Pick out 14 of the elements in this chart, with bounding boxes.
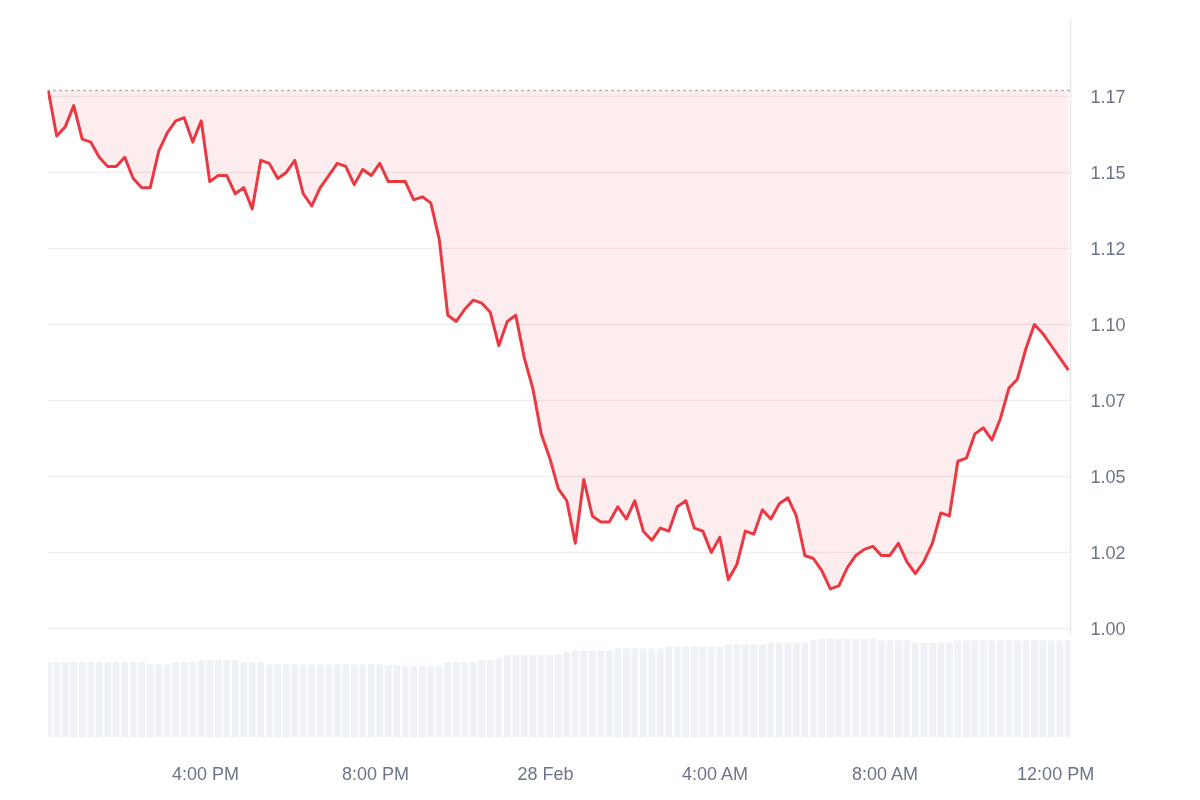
y-tick-label: 1.10 [1090,314,1126,335]
x-tick-label: 8:00 PM [341,763,410,784]
y-tick-label: 1.00 [1090,618,1126,639]
x-tick-label: 4:00 PM [171,763,240,784]
x-tick-label: 28 Feb [517,763,574,784]
y-tick-label: 1.12 [1090,238,1126,259]
y-tick-label: 1.15 [1090,162,1126,183]
y-tick-label: 1.07 [1090,390,1126,411]
y-tick-label: 1.17 [1090,86,1126,107]
x-tick-label: 8:00 AM [852,763,919,784]
y-tick-label: 1.02 [1090,542,1126,563]
x-tick-label: 4:00 AM [682,763,749,784]
x-tick-label: 12:00 PM [1017,763,1095,784]
y-tick-label: 1.05 [1090,466,1126,487]
